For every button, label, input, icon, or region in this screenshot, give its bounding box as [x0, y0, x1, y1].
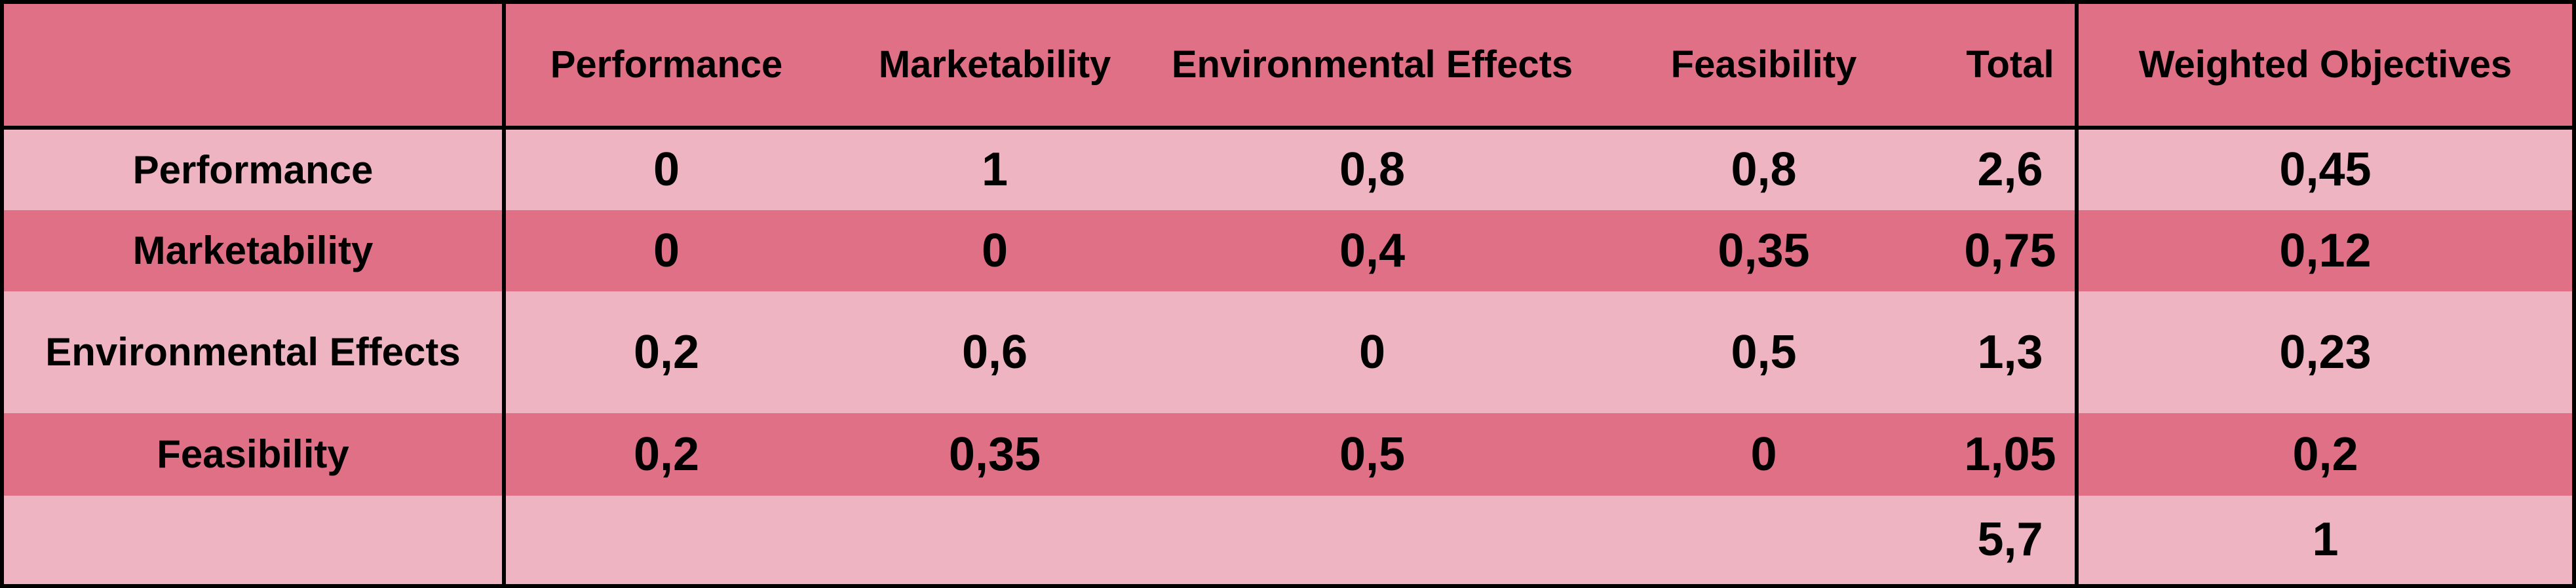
- row-label-environmental-effects: Environmental Effects: [4, 291, 506, 413]
- row-label-performance: Performance: [4, 128, 506, 210]
- header-performance: Performance: [504, 4, 827, 130]
- table-cell: [1163, 496, 1582, 584]
- table-cell: 0,2: [504, 291, 827, 413]
- total-cell: 1,05: [1946, 413, 2077, 496]
- header-corner-cell: [4, 4, 506, 130]
- weighted-objectives-table: Performance Marketability Environmental …: [4, 4, 2572, 584]
- table-cell: 0,8: [1582, 128, 1946, 210]
- weighted-sum-cell: 1: [2075, 496, 2572, 584]
- header-total: Total: [1946, 4, 2077, 130]
- totals-label-cell: [4, 496, 506, 584]
- table-cell: 0: [1582, 413, 1946, 496]
- table-row: Environmental Effects 0,2 0,6 0 0,5 1,3 …: [4, 291, 2572, 413]
- row-label-marketability: Marketability: [4, 210, 506, 291]
- weighted-cell: 0,45: [2075, 128, 2572, 210]
- weighted-cell: 0,23: [2075, 291, 2572, 413]
- table-cell: 0,35: [827, 413, 1163, 496]
- table-row: Feasibility 0,2 0,35 0,5 0 1,05 0,2: [4, 413, 2572, 496]
- total-cell: 0,75: [1946, 210, 2077, 291]
- table-cell: [827, 496, 1163, 584]
- header-marketability: Marketability: [827, 4, 1163, 130]
- grand-total-cell: 5,7: [1946, 496, 2077, 584]
- table-cell: 0: [1163, 291, 1582, 413]
- table-cell: 0,2: [504, 413, 827, 496]
- weighted-cell: 0,2: [2075, 413, 2572, 496]
- table-cell: 0,5: [1163, 413, 1582, 496]
- table-cell: 0: [504, 128, 827, 210]
- header-feasibility: Feasibility: [1582, 4, 1946, 130]
- header-weighted-objectives: Weighted Objectives: [2075, 4, 2572, 130]
- weighted-cell: 0,12: [2075, 210, 2572, 291]
- table-cell: 0: [827, 210, 1163, 291]
- header-environmental-effects: Environmental Effects: [1163, 4, 1582, 130]
- table-cell: 0,8: [1163, 128, 1582, 210]
- table-cell: [504, 496, 827, 584]
- table-cell: 0,5: [1582, 291, 1946, 413]
- header-row: Performance Marketability Environmental …: [4, 4, 2572, 130]
- table-cell: 0,35: [1582, 210, 1946, 291]
- total-cell: 2,6: [1946, 128, 2077, 210]
- row-label-feasibility: Feasibility: [4, 413, 506, 496]
- totals-row: 5,7 1: [4, 496, 2572, 584]
- table-row: Performance 0 1 0,8 0,8 2,6 0,45: [4, 128, 2572, 210]
- table-row: Marketability 0 0 0,4 0,35 0,75 0,12: [4, 210, 2572, 291]
- table-cell: 0,4: [1163, 210, 1582, 291]
- table-cell: [1582, 496, 1946, 584]
- table-cell: 1: [827, 128, 1163, 210]
- table-cell: 0: [504, 210, 827, 291]
- table-cell: 0,6: [827, 291, 1163, 413]
- total-cell: 1,3: [1946, 291, 2077, 413]
